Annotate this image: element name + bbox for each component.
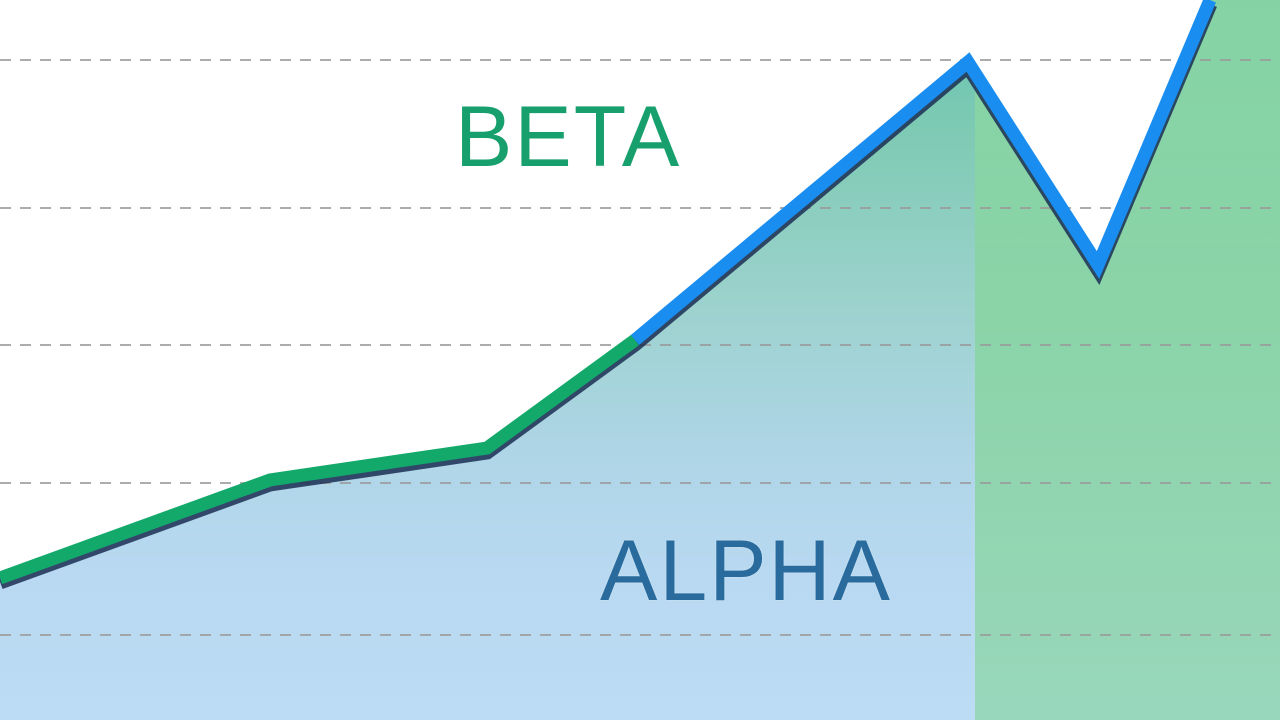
right-panel-wash [975, 0, 1280, 720]
trend-line-green-segment [0, 334, 639, 585]
trend-line-blue-segment [630, 0, 1216, 345]
